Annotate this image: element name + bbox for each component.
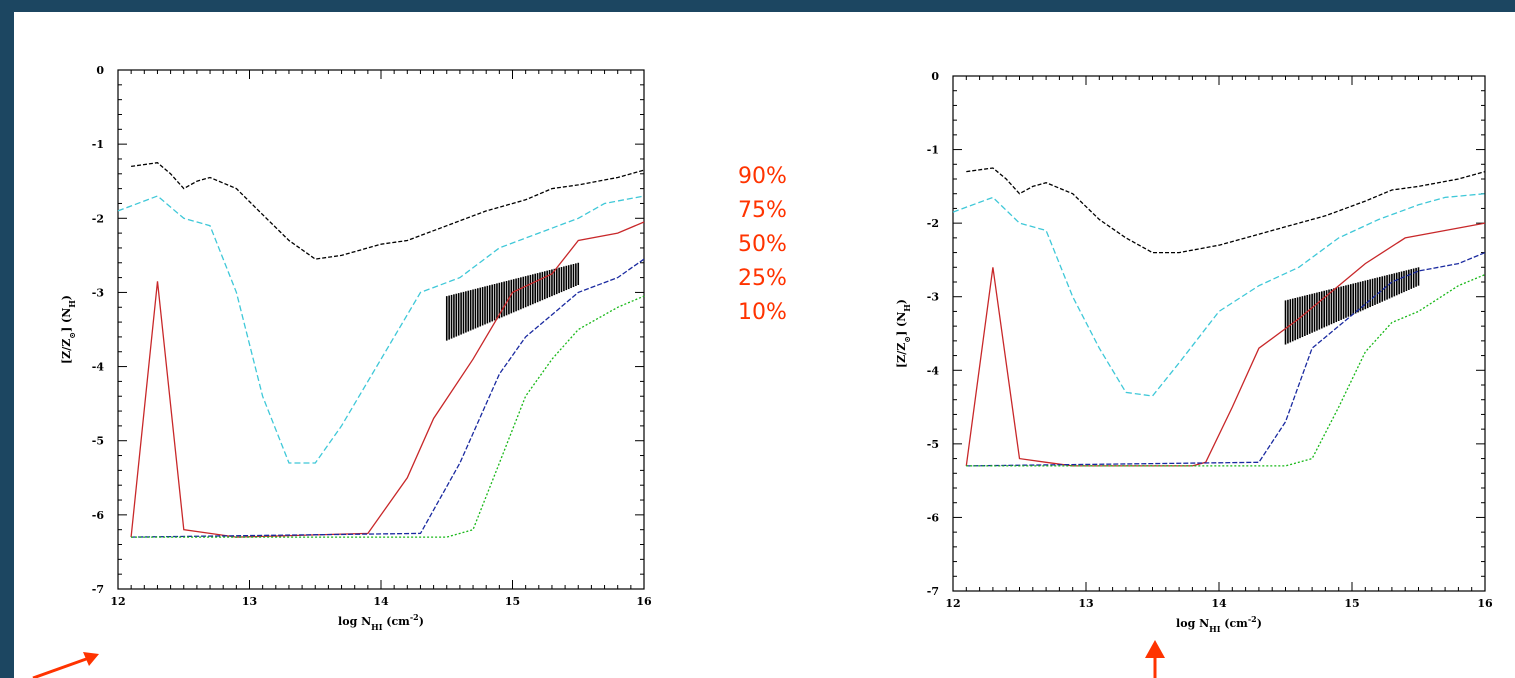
y-tick-label: -3: [927, 291, 939, 304]
series-line-p50: [965, 222, 1486, 467]
metallicity-chart-right: 12 13 14 15 16 0 -1 -2 -3 -4 -5 -6 -7 log NHI (cm-2) […: [895, 70, 1493, 634]
legend-item-25: 25%: [738, 266, 787, 291]
x-tick-label: 13: [1078, 597, 1093, 610]
series-line-p90: [966, 167, 1486, 254]
x-axis-label: log NHI (cm-2): [1176, 614, 1262, 634]
series-line-p10: [966, 274, 1486, 467]
y-tick-label: -5: [927, 438, 939, 451]
y-tick-label: 0: [96, 64, 104, 77]
x-tick-label: 14: [1211, 597, 1227, 610]
x-axis-label: log NHI (cm-2): [338, 612, 424, 632]
legend-item-50: 50%: [738, 232, 787, 257]
series-line-p50: [130, 221, 645, 538]
plot-frame: [117, 69, 645, 590]
series-line-p75: [117, 195, 645, 464]
y-tick-label: -3: [92, 286, 104, 299]
y-tick-label: -2: [92, 212, 104, 225]
plot-frame: [952, 75, 1486, 592]
series-line-p25: [966, 251, 1486, 467]
y-axis-label: [Z/Z⊙] (NH): [60, 295, 77, 364]
y-tick-label: 0: [931, 70, 939, 83]
x-tick-label: 15: [505, 595, 520, 608]
metallicity-chart-left: 12 13 14 15 16 0 -1 -2 -3 -4 -5 -6 -7 log NHI (cm-2) […: [60, 64, 652, 632]
legend-item-10: 10%: [738, 300, 787, 325]
y-tick-label: -7: [92, 583, 104, 596]
x-tick-label: 16: [636, 595, 652, 608]
y-tick-label: -4: [927, 364, 940, 377]
x-tick-label: 16: [1477, 597, 1493, 610]
x-tick-label: 12: [945, 597, 960, 610]
x-tick-label: 13: [242, 595, 257, 608]
y-tick-label: -2: [927, 217, 939, 230]
percentile-legend: 90% 75% 50% 25% 10%: [738, 160, 787, 330]
x-tick-label: 14: [373, 595, 389, 608]
y-tick-label: -6: [92, 509, 105, 522]
y-tick-label: -5: [92, 435, 104, 448]
x-tick-label: 12: [110, 595, 125, 608]
legend-item-75: 75%: [738, 198, 787, 223]
series-line-p10: [131, 295, 645, 538]
legend-item-90: 90%: [738, 164, 787, 189]
y-tick-label: -4: [92, 361, 105, 374]
y-tick-label: -6: [927, 511, 940, 524]
arrow-left-icon: [32, 652, 99, 678]
series-line-p90: [131, 162, 645, 260]
series-line-p75: [952, 193, 1486, 397]
x-tick-label: 15: [1344, 597, 1359, 610]
y-tick-label: -1: [92, 138, 104, 151]
slide-panel: [14, 12, 1515, 678]
y-tick-label: -1: [927, 144, 939, 157]
y-axis-label: [Z/Z⊙] (NH): [895, 299, 912, 368]
series-line-p25: [131, 258, 645, 538]
y-tick-label: -7: [927, 585, 939, 598]
arrow-up-icon: [1145, 640, 1165, 678]
